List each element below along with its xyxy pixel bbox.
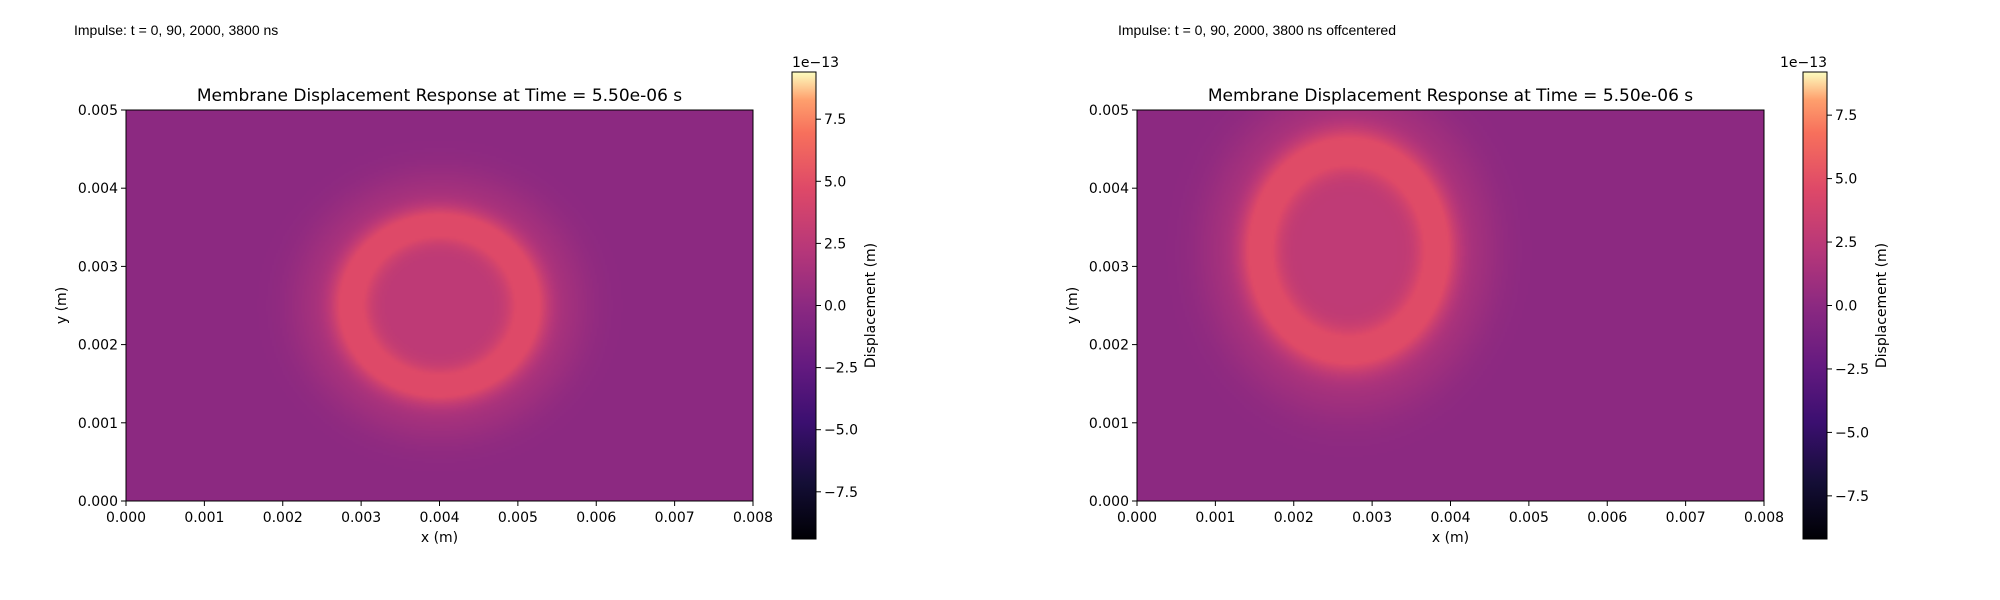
heatmap-panel-left: Membrane Displacement Response at Time =… — [54, 55, 879, 546]
colorbar-tick-label: 5.0 — [1835, 172, 1857, 188]
colorbar-tick-label: −7.5 — [824, 485, 858, 501]
chart-title-left: Membrane Displacement Response at Time =… — [197, 86, 682, 106]
y-axis-label-left: y (m) — [54, 287, 70, 324]
heatmap-image-left — [126, 110, 753, 501]
x-axis-label-right: x (m) — [1432, 530, 1469, 546]
colorbar-right — [1802, 71, 1828, 540]
y-tick-label: 0.005 — [1089, 103, 1129, 119]
y-tick-label: 0.001 — [1089, 416, 1129, 432]
colorbar-tick-label: 0.0 — [824, 299, 846, 315]
x-axis-label-left: x (m) — [421, 530, 458, 546]
colorbar-tick-label: −5.0 — [1835, 425, 1869, 441]
x-tick-label: 0.006 — [576, 510, 616, 526]
colorbar-tick-label: 7.5 — [824, 112, 846, 128]
y-ticks-right: 0.000 0.001 0.002 0.003 0.004 0.005 — [1089, 103, 1137, 510]
y-tick-label: 0.000 — [1089, 494, 1129, 510]
x-tick-label: 0.003 — [1352, 510, 1392, 526]
x-tick-label: 0.008 — [733, 510, 773, 526]
colorbar-tick-label: 2.5 — [824, 236, 846, 252]
y-tick-label: 0.003 — [78, 259, 118, 275]
panel-caption-right: Impulse: t = 0, 90, 2000, 3800 ns offcen… — [1118, 22, 1396, 38]
y-tick-label: 0.003 — [1089, 259, 1129, 275]
x-tick-label: 0.006 — [1587, 510, 1627, 526]
colorbar-tick-label: 5.0 — [824, 174, 846, 190]
x-ticks-left: 0.000 0.001 0.002 0.003 0.004 0.005 0.006 0.007… — [106, 501, 773, 526]
y-tick-label: 0.004 — [1089, 181, 1129, 197]
x-tick-label: 0.002 — [263, 510, 303, 526]
colorbar-tick-label: 2.5 — [1835, 235, 1857, 251]
x-tick-label: 0.002 — [1274, 510, 1314, 526]
x-tick-label: 0.000 — [1117, 510, 1157, 526]
heatmap-image-right — [1137, 110, 1764, 501]
x-tick-label: 0.008 — [1744, 510, 1784, 526]
colorbar-tick-label: −5.0 — [824, 423, 858, 439]
colorbar-tick-label: −2.5 — [1835, 362, 1869, 378]
y-axis-label-right: y (m) — [1065, 287, 1081, 324]
y-ticks-left: 0.000 0.001 0.002 0.003 0.004 0.005 — [78, 103, 126, 510]
x-tick-label: 0.001 — [1195, 510, 1235, 526]
x-ticks-right: 0.000 0.001 0.002 0.003 0.004 0.005 0.006 0.007… — [1117, 501, 1784, 526]
colorbar-tick-label: 0.0 — [1835, 299, 1857, 315]
colorbar-tick-label: −7.5 — [1835, 489, 1869, 505]
x-tick-label: 0.007 — [1666, 510, 1706, 526]
x-tick-label: 0.000 — [106, 510, 146, 526]
x-tick-label: 0.007 — [655, 510, 695, 526]
y-tick-label: 0.002 — [1089, 338, 1129, 354]
colorbar-offset-left: 1e−13 — [792, 55, 839, 71]
x-tick-label: 0.005 — [1509, 510, 1549, 526]
panel-caption-left: Impulse: t = 0, 90, 2000, 3800 ns — [74, 22, 279, 38]
y-tick-label: 0.005 — [78, 103, 118, 119]
colorbar-tick-label: −2.5 — [824, 361, 858, 377]
y-tick-label: 0.001 — [78, 416, 118, 432]
heatmap-panel-right: Membrane Displacement Response at Time =… — [1065, 55, 1890, 546]
colorbar-ticks-left: −7.5 −5.0 −2.5 0.0 2.5 5.0 7.5 — [816, 112, 858, 501]
x-tick-label: 0.004 — [419, 510, 459, 526]
colorbar-label-left: Displacement (m) — [863, 243, 879, 368]
y-tick-label: 0.002 — [78, 338, 118, 354]
colorbar-offset-right: 1e−13 — [1780, 55, 1827, 71]
colorbar-tick-label: 7.5 — [1835, 108, 1857, 124]
chart-title-right: Membrane Displacement Response at Time =… — [1208, 86, 1693, 106]
x-tick-label: 0.001 — [184, 510, 224, 526]
y-tick-label: 0.000 — [78, 494, 118, 510]
x-tick-label: 0.005 — [498, 510, 538, 526]
colorbar-ticks-right: −7.5 −5.0 −2.5 0.0 2.5 5.0 7.5 — [1827, 108, 1869, 505]
colorbar-label-right: Displacement (m) — [1874, 243, 1890, 368]
x-tick-label: 0.003 — [341, 510, 381, 526]
y-tick-label: 0.004 — [78, 181, 118, 197]
colorbar-left — [791, 71, 817, 540]
x-tick-label: 0.004 — [1430, 510, 1470, 526]
